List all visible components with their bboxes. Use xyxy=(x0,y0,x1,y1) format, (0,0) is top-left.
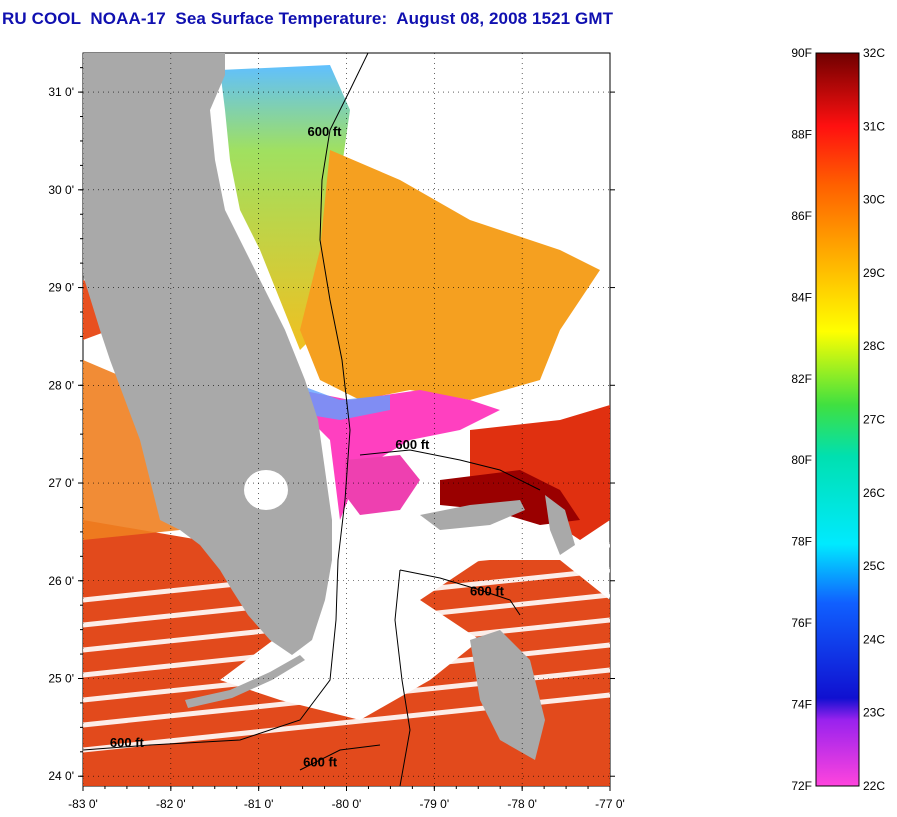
colorbar-c-label: 30C xyxy=(863,193,885,207)
colorbar-c-label: 26C xyxy=(863,486,885,500)
y-tick-label: 27 0' xyxy=(48,476,74,490)
colorbar-labels: 90F 88F 86F 84F 82F 80F 78F 76F 74F 72F 32C 31C 30C 2… xyxy=(791,46,885,793)
x-tick-label: -80 0' xyxy=(332,797,362,811)
colorbar-c-label: 31C xyxy=(863,119,885,133)
florida-keys xyxy=(185,655,305,708)
colorbar-f-label: 80F xyxy=(791,453,812,467)
lake-okeechobee xyxy=(244,470,288,510)
y-axis-ticks: 31 0' 30 0' 29 0' 28 0' 27 0' 26 0' 25 0' 24 0' xyxy=(48,67,615,783)
sst-pink-patch xyxy=(345,455,420,515)
contour-label-600ft: 600 ft xyxy=(110,735,145,750)
contour-600ft xyxy=(83,53,541,786)
colorbar-c-label: 29C xyxy=(863,266,885,280)
colorbar-c-label: 27C xyxy=(863,413,885,427)
colorbar-c-label: 24C xyxy=(863,632,885,646)
colorbar xyxy=(815,52,860,787)
sst-gulfstream-orange xyxy=(300,150,600,400)
y-tick-label: 30 0' xyxy=(48,183,74,197)
x-tick-label: -82 0' xyxy=(156,797,186,811)
y-tick-label: 26 0' xyxy=(48,574,74,588)
colorbar-c-label: 28C xyxy=(863,339,885,353)
andros-island xyxy=(470,630,545,760)
x-tick-label: -83 0' xyxy=(68,797,98,811)
x-axis-ticks: -83 0' -82 0' -81 0' -80 0' -79 0' -78 0' -77 … xyxy=(68,786,625,811)
contour-label-600ft: 600 ft xyxy=(395,437,430,452)
colorbar-c-label: 23C xyxy=(863,706,885,720)
y-tick-label: 25 0' xyxy=(48,671,74,685)
colorbar-f-label: 74F xyxy=(791,698,812,712)
y-tick-label: 29 0' xyxy=(48,281,74,295)
contour-label-600ft: 600 ft xyxy=(303,754,338,769)
colorbar-f-label: 86F xyxy=(791,209,812,223)
map-title: RU COOL NOAA-17 Sea Surface Temperature:… xyxy=(2,9,614,28)
colorbar-f-label: 76F xyxy=(791,616,812,630)
y-tick-label: 28 0' xyxy=(48,378,74,392)
colorbar-f-label: 72F xyxy=(791,779,812,793)
colorbar-f-label: 78F xyxy=(791,535,812,549)
x-tick-label: -81 0' xyxy=(244,797,274,811)
y-tick-label: 31 0' xyxy=(48,85,74,99)
x-tick-label: -79 0' xyxy=(420,797,450,811)
colorbar-f-label: 90F xyxy=(791,46,812,60)
cloud-gap-south xyxy=(220,560,480,720)
colorbar-f-label: 88F xyxy=(791,127,812,141)
x-tick-label: -78 0' xyxy=(507,797,537,811)
contour-label-600ft: 600 ft xyxy=(470,583,505,598)
grand-bahama xyxy=(420,500,525,530)
sst-bahamas-darkred xyxy=(440,470,580,525)
abaco-island xyxy=(545,495,575,555)
colorbar-f-label: 82F xyxy=(791,372,812,386)
colorbar-f-label: 84F xyxy=(791,290,812,304)
y-tick-label: 24 0' xyxy=(48,769,74,783)
colorbar-c-label: 22C xyxy=(863,779,885,793)
colorbar-c-label: 32C xyxy=(863,46,885,60)
contour-label-600ft: 600 ft xyxy=(308,124,343,139)
colorbar-c-label: 25C xyxy=(863,559,885,573)
sst-east-red xyxy=(470,405,610,540)
sst-cool-band-blue xyxy=(300,385,390,420)
grid-lines xyxy=(82,53,611,786)
contour-labels: 600 ft 600 ft 600 ft 600 ft 600 ft xyxy=(110,124,505,769)
x-tick-label: -77 0' xyxy=(595,797,625,811)
